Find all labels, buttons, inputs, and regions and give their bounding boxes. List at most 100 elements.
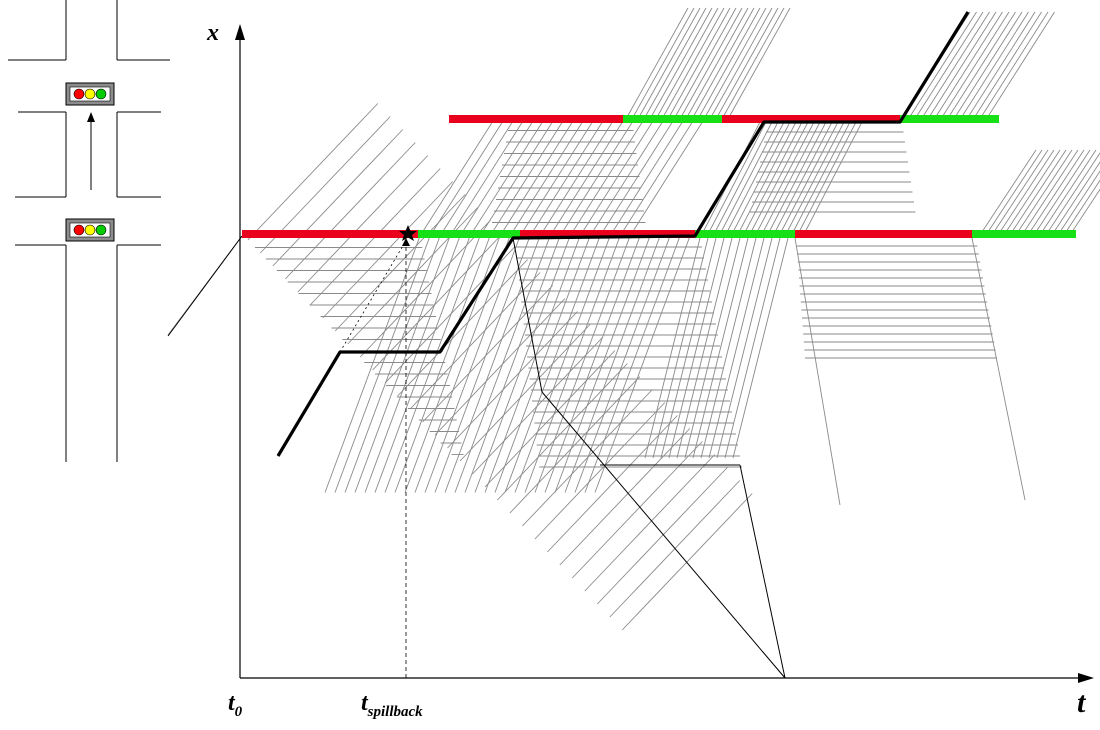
wave-line (724, 237, 781, 459)
wave-line (544, 235, 641, 493)
green-lamp (95, 88, 107, 100)
wave-line (484, 235, 581, 493)
wave-line (529, 120, 604, 237)
spillback-label: tspillback (361, 690, 423, 720)
wave-line (584, 454, 716, 592)
wave-line (534, 235, 631, 493)
signal-phase-green (900, 115, 999, 123)
wave-line (474, 235, 571, 493)
kinematic-wave-lines (167, 7, 1100, 631)
wave-line (504, 235, 601, 493)
flow-arrow-head-icon (87, 112, 95, 122)
green-lamp (95, 224, 107, 236)
wave-line (655, 7, 719, 120)
wave-line (716, 237, 773, 459)
wave-line (272, 129, 404, 267)
wave-line (951, 11, 1023, 123)
signal-phase-red (449, 115, 623, 123)
wave-line (539, 120, 614, 237)
wave-line (464, 235, 561, 493)
wave-line (494, 235, 591, 493)
wave-line (919, 11, 990, 123)
wave-line (691, 7, 755, 120)
wave-line (644, 237, 701, 459)
wave-line (971, 237, 1026, 501)
wave-line (434, 298, 566, 436)
wave-line (1055, 170, 1100, 239)
wave-line (715, 7, 779, 120)
wave-line (631, 7, 695, 120)
wave-line (971, 11, 1042, 123)
wave-line (977, 11, 1049, 123)
wave-line (554, 235, 651, 493)
wave-line (444, 235, 541, 493)
wave-line (564, 235, 661, 493)
y-axis-arrow-icon (235, 24, 245, 40)
signal-phase-red (795, 230, 972, 238)
wave-line (771, 121, 833, 239)
shockwave-line (541, 391, 786, 679)
wave-line (484, 350, 616, 488)
wave-line (409, 272, 541, 410)
wave-line (297, 155, 429, 293)
wave-line (454, 235, 551, 493)
wave-line (509, 120, 584, 237)
signal-phase-green (418, 230, 520, 238)
wave-line (621, 493, 753, 631)
wave-line (429, 120, 504, 237)
wave-line (1061, 179, 1100, 239)
wave-line (732, 237, 789, 459)
wave-line (711, 121, 773, 239)
wave-line (334, 235, 431, 493)
wave-line (668, 237, 725, 459)
star-marker-icon (399, 225, 417, 241)
wave-line (684, 237, 741, 459)
wave-line (1007, 149, 1067, 239)
wave-line (1043, 152, 1100, 239)
wave-line (619, 120, 694, 237)
wave-line (747, 121, 809, 239)
wave-line (354, 235, 451, 493)
wave-line (424, 235, 521, 493)
signal-phase-red (520, 230, 695, 238)
traffic-light-icon (65, 82, 115, 106)
wave-line (649, 7, 713, 120)
wave-line (284, 142, 416, 280)
wave-line (685, 7, 749, 120)
spillback-dotted-line (339, 243, 405, 353)
spillback-label-sub: spillback (367, 704, 423, 720)
shockwave-line (512, 237, 543, 393)
wave-line (374, 235, 471, 493)
wave-line (995, 149, 1055, 239)
wave-line (643, 7, 707, 120)
wave-line (419, 120, 494, 237)
wave-line (679, 7, 743, 120)
wave-line (1049, 161, 1100, 239)
wave-line (334, 194, 466, 332)
wave-line (932, 11, 1003, 123)
wave-line (977, 149, 1037, 239)
wave-line (571, 441, 703, 579)
wave-line (449, 120, 524, 237)
wave-line (364, 235, 461, 493)
wave-line (697, 7, 761, 120)
wave-line (574, 235, 671, 493)
wave-line (964, 11, 1036, 123)
wave-line (717, 121, 779, 239)
spillback-marker (339, 225, 417, 678)
wave-line (729, 121, 791, 239)
wave-line (1019, 149, 1079, 239)
t0-label-sub: 0 (235, 704, 243, 720)
wave-line (344, 235, 441, 493)
signal-phase-green (972, 230, 1076, 238)
signal-phase-green (623, 115, 722, 123)
wave-line (741, 121, 803, 239)
wave-line (519, 120, 594, 237)
signal-phase-green (695, 230, 795, 238)
wave-line (514, 235, 611, 493)
wave-line (549, 120, 624, 237)
t0-label: t0 (228, 690, 243, 720)
wave-line (777, 121, 839, 239)
